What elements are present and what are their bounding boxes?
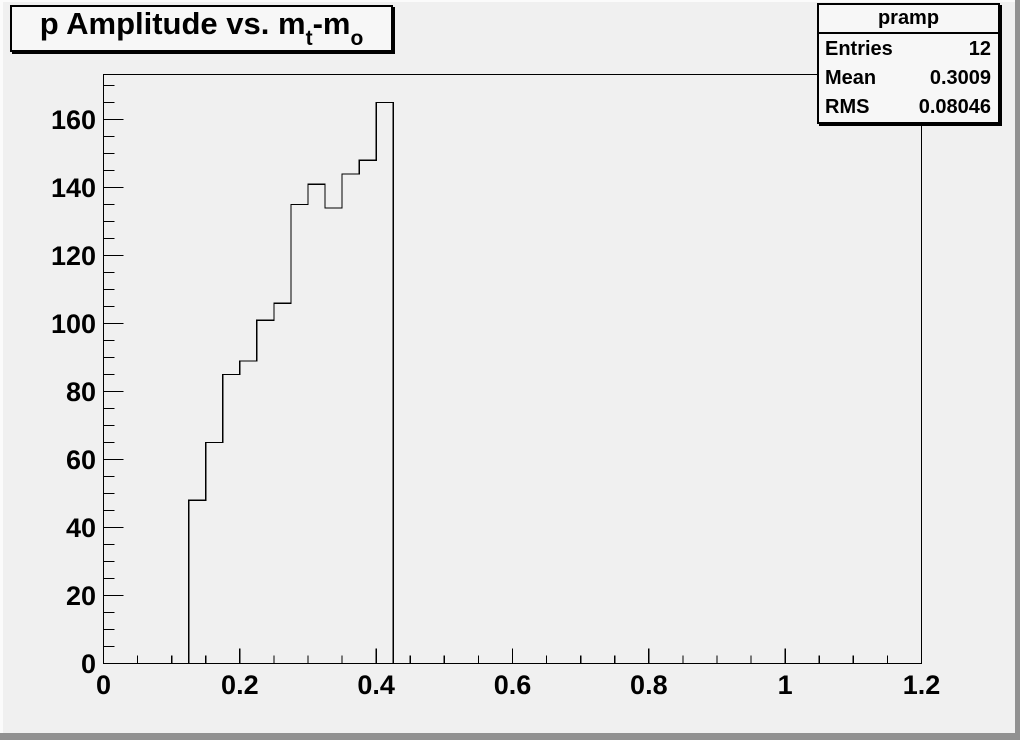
- canvas-bevel-left: [0, 0, 3, 740]
- plot-title: p Amplitude vs. mt-mo: [40, 6, 364, 51]
- canvas-bevel-top: [0, 0, 1020, 2]
- stats-value: 12: [968, 37, 991, 60]
- x-tick-label: 0.2: [221, 670, 259, 700]
- x-tick-label: 1: [777, 670, 793, 700]
- y-tick-label: 140: [50, 172, 96, 203]
- y-tick-label: 120: [50, 240, 96, 271]
- x-tick-label: 0: [95, 670, 112, 700]
- canvas-bevel-bottom: [0, 733, 1020, 740]
- axis-ticks: [102, 84, 923, 665]
- y-tick-label: 60: [65, 444, 96, 475]
- y-tick-label: 40: [65, 512, 96, 543]
- stats-label: Mean: [825, 66, 877, 89]
- title-subscript: o: [350, 27, 364, 50]
- stats-row-mean: Mean 0.3009: [819, 68, 998, 88]
- plot-frame: [102, 73, 923, 665]
- title-box[interactable]: p Amplitude vs. mt-mo: [10, 5, 393, 52]
- y-tick-label: 80: [65, 376, 96, 407]
- title-text-segment: p Amplitude vs. m: [39, 6, 306, 41]
- stats-row-rms: RMS 0.08046: [819, 97, 998, 117]
- stats-value: 0.3009: [929, 66, 991, 89]
- x-tick-label: 0.6: [493, 670, 532, 700]
- y-tick-label: 0: [80, 648, 96, 679]
- x-tick-label: 1.2: [902, 670, 941, 700]
- x-tick-label: 0.4: [357, 670, 395, 700]
- stats-row-entries: Entries 12: [819, 39, 998, 59]
- y-tick-label: 20: [65, 580, 96, 611]
- y-tick-label: 100: [50, 308, 96, 339]
- title-text-segment: -m: [312, 6, 351, 41]
- x-tick-label: 0.8: [630, 670, 668, 700]
- stats-rows: Entries 12 Mean 0.3009 RMS 0.08046: [819, 34, 998, 122]
- title-subscript: t: [305, 27, 313, 50]
- stats-box[interactable]: pramp Entries 12 Mean 0.3009 RMS 0.08046: [817, 3, 1000, 124]
- histogram-line: [103, 101, 922, 665]
- y-tick-label: 160: [50, 104, 96, 135]
- stats-value: 0.08046: [918, 96, 991, 119]
- stats-label: Entries: [825, 37, 893, 60]
- stats-label: RMS: [825, 96, 870, 119]
- stats-title: pramp: [819, 5, 998, 34]
- canvas-bevel-right: [1015, 0, 1020, 740]
